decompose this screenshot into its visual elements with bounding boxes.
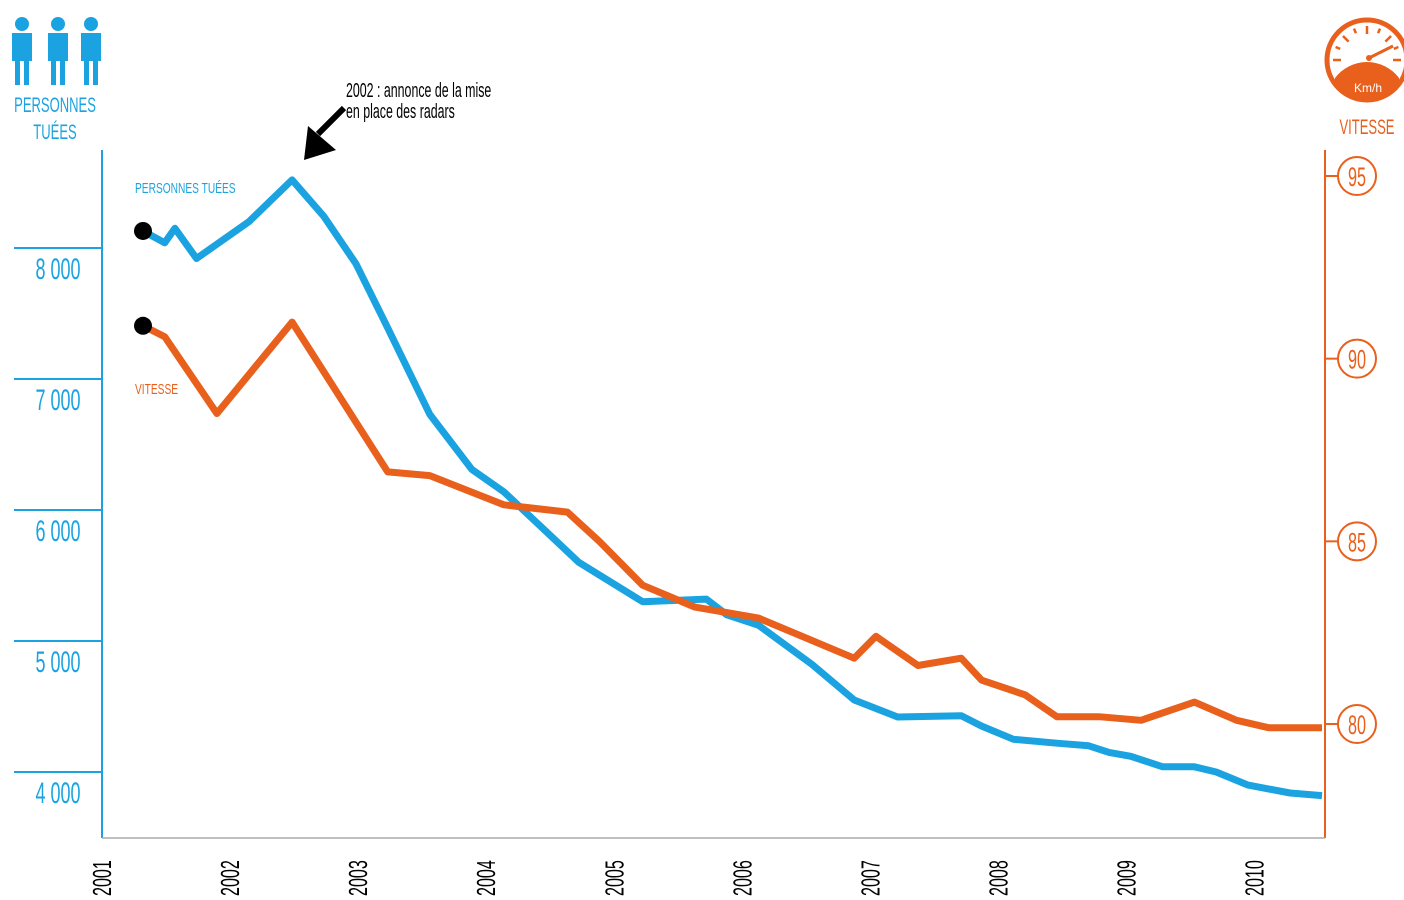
speed-unit-label: Km/h bbox=[1354, 81, 1382, 95]
right-tick-circle bbox=[1337, 156, 1377, 196]
right-tick-label: 85 bbox=[1348, 527, 1366, 557]
annotation-line1: 2002 : annonce de la mise bbox=[346, 79, 491, 102]
x-tick-label: 2003 bbox=[343, 860, 373, 896]
x-tick-label: 2004 bbox=[471, 860, 501, 896]
speedometer-icon: Km/h bbox=[1324, 17, 1404, 103]
right-axis-ticks: 95 90 85 80 bbox=[1325, 156, 1377, 744]
left-axis-ticks: 8 000 7 000 6 000 5 000 4 000 bbox=[14, 247, 102, 811]
left-tick-label: 4 000 bbox=[35, 778, 80, 811]
three-persons-icon bbox=[12, 17, 101, 85]
x-tick-label: 2008 bbox=[983, 860, 1013, 896]
annotation-radars: 2002 : annonce de la mise en place des r… bbox=[304, 79, 491, 160]
right-axis-title: VITESSE bbox=[1340, 115, 1395, 139]
left-tick-label: 8 000 bbox=[35, 254, 80, 287]
person-icon bbox=[81, 17, 101, 85]
left-tick-label: 6 000 bbox=[35, 516, 80, 549]
x-tick-label: 2010 bbox=[1240, 860, 1270, 896]
series-label-vitesse: VITESSE bbox=[135, 380, 178, 398]
series-start-dot bbox=[134, 316, 152, 335]
x-tick-label: 2005 bbox=[599, 860, 629, 896]
annotation-arrow bbox=[315, 105, 347, 137]
annotation-line2: en place des radars bbox=[346, 100, 455, 123]
person-icon bbox=[12, 17, 32, 85]
x-tick-label: 2009 bbox=[1111, 860, 1141, 896]
x-tick-label: 2001 bbox=[87, 860, 117, 896]
right-tick-label: 80 bbox=[1348, 710, 1366, 740]
x-tick-label: 2002 bbox=[215, 860, 245, 896]
left-axis-title-line2: TUÉES bbox=[33, 120, 76, 144]
right-tick-label: 90 bbox=[1348, 344, 1366, 374]
series-start-dot bbox=[134, 221, 152, 240]
series-line-vitesse bbox=[141, 318, 1322, 732]
x-tick-label: 2007 bbox=[855, 860, 885, 896]
person-icon bbox=[48, 17, 68, 85]
series-label-personnes-tuees: PERSONNES TUÉES bbox=[135, 179, 236, 197]
right-tick-circle bbox=[1337, 521, 1377, 562]
right-tick-circle bbox=[1337, 704, 1377, 744]
right-tick-label: 95 bbox=[1348, 162, 1366, 192]
left-axis-title-line1: PERSONNES bbox=[14, 93, 96, 117]
annotation-arrowhead bbox=[304, 126, 336, 160]
x-axis-ticks: 2001 2002 2003 2004 2005 2006 2007 2008 2009 2010 bbox=[87, 860, 1270, 896]
left-tick-label: 5 000 bbox=[35, 647, 80, 680]
right-tick-circle bbox=[1337, 338, 1377, 379]
x-tick-label: 2006 bbox=[727, 860, 757, 896]
series-line-personnes-tuees bbox=[141, 176, 1323, 800]
left-tick-label: 7 000 bbox=[35, 385, 80, 418]
series-layer bbox=[134, 176, 1323, 800]
